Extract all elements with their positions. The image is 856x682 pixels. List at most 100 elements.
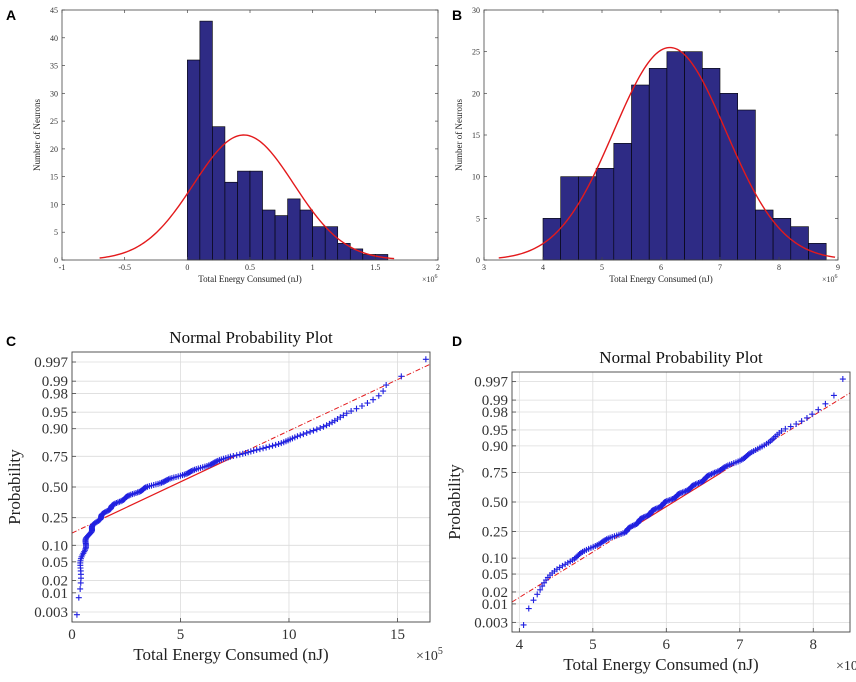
data-point: [364, 400, 371, 407]
y-tick-label: 0.05: [482, 567, 508, 583]
data-point: [275, 441, 282, 448]
x-tick-label: 3: [482, 263, 486, 272]
data-point: [213, 458, 220, 465]
y-tick-label: 10: [50, 200, 58, 209]
x-tick-label: 10: [281, 627, 296, 643]
y-tick-label: 45: [50, 6, 58, 15]
x-tick-label: -1: [59, 263, 66, 272]
data-point: [256, 446, 263, 453]
data-point: [652, 505, 659, 512]
y-tick-label: 0.003: [474, 615, 508, 631]
data-point: [125, 492, 132, 499]
data-point: [272, 441, 279, 448]
data-point: [353, 405, 360, 412]
data-point: [303, 429, 310, 436]
data-point: [77, 585, 84, 592]
y-tick-label: 0.99: [482, 393, 508, 409]
normal-fit-curve: [99, 134, 395, 260]
data-point: [640, 514, 647, 521]
histogram-panel-b: 3 4 5 6 7 8 9 0 5 10 15 20 25 30 Total Energy Consumed…: [454, 6, 840, 284]
data-point: [787, 423, 794, 430]
x-tick-label: 6: [663, 637, 671, 653]
data-point: [534, 591, 541, 598]
data-point: [245, 449, 252, 456]
data-point: [247, 448, 254, 455]
data-point: [809, 411, 816, 418]
x-tick-label: 5: [177, 627, 185, 643]
data-point: [745, 451, 752, 458]
y-tick-label: 30: [50, 89, 58, 98]
histogram-bar: [224, 181, 238, 261]
probability-plot-panel-d: 4 5 6 7 8 0.003 0.010.02 0.050.10 0.25 0.50 0.75 0.…: [445, 348, 856, 674]
data-point: [233, 452, 240, 459]
data-point: [212, 459, 219, 466]
data-point: [641, 513, 648, 520]
data-point: [73, 611, 80, 618]
panel-letter-c: C: [6, 333, 16, 349]
y-tick-label: 0.98: [42, 387, 68, 403]
histogram-bar: [237, 170, 251, 261]
data-point: [260, 445, 267, 452]
x-tick-label: 7: [736, 637, 744, 653]
x-axis-label: Total Energy Consumed (nJ): [198, 274, 301, 284]
histogram-bar: [684, 51, 703, 261]
data-point: [839, 376, 846, 383]
data-point: [227, 453, 234, 460]
data-point: [340, 412, 347, 419]
data-point: [370, 396, 377, 403]
y-axis-label: Number of Neurons: [32, 99, 42, 171]
y-tick-label: 0.50: [482, 495, 508, 511]
y-tick-label: 0.01: [42, 586, 68, 602]
data-point: [320, 423, 327, 430]
y-tick-label: 40: [50, 34, 58, 43]
histogram-bar: [595, 168, 615, 261]
data-point: [253, 446, 260, 453]
panel-letter-d: D: [452, 333, 462, 349]
y-tick-label: 35: [50, 62, 58, 71]
y-tick-label: 0.95: [482, 423, 508, 439]
reference-line-lower: [71, 517, 105, 534]
data-point: [822, 400, 829, 407]
x-tick-label: 2: [436, 263, 440, 272]
data-point: [343, 410, 350, 417]
x-tick-label: 0: [68, 627, 76, 643]
data-point: [778, 427, 785, 434]
y-tick-label: 0.95: [42, 405, 68, 421]
panel-letter-b: B: [452, 7, 462, 23]
y-tick-label: 0.90: [42, 422, 68, 438]
reference-line: [104, 455, 235, 519]
data-point: [110, 501, 117, 508]
y-axis-label: Probability: [445, 464, 464, 540]
histogram-bar: [212, 126, 226, 261]
x-multiplier-exponent: 5: [438, 646, 443, 657]
y-tick-label: 10: [472, 173, 480, 182]
data-point: [75, 594, 82, 601]
histogram-bar: [790, 226, 809, 261]
y-tick-label: 0.05: [42, 555, 68, 571]
histogram-bar: [560, 176, 579, 261]
data-point: [297, 432, 304, 439]
data-point: [830, 392, 837, 399]
data-point: [230, 452, 237, 459]
histogram-bar: [299, 209, 313, 261]
data-point: [651, 506, 658, 513]
data-point: [380, 388, 387, 395]
data-point: [653, 505, 660, 512]
x-multiplier: ×106: [836, 656, 856, 674]
data-point: [628, 523, 635, 530]
histogram-bar: [262, 209, 276, 261]
y-tick-label: 0.02: [42, 573, 68, 589]
x-tick-label: 15: [390, 627, 405, 643]
x-multiplier: ×106: [822, 274, 838, 284]
data-point: [242, 450, 249, 457]
data-point: [337, 414, 344, 421]
x-multiplier-exponent: 6: [835, 274, 838, 280]
y-tick-label: 0.02: [482, 585, 508, 601]
reference-line-lower: [511, 531, 627, 603]
data-point: [602, 537, 609, 544]
data-point: [803, 414, 810, 421]
histogram-bar: [648, 68, 668, 261]
data-point: [815, 406, 822, 413]
x-tick-label: 7: [718, 263, 722, 272]
